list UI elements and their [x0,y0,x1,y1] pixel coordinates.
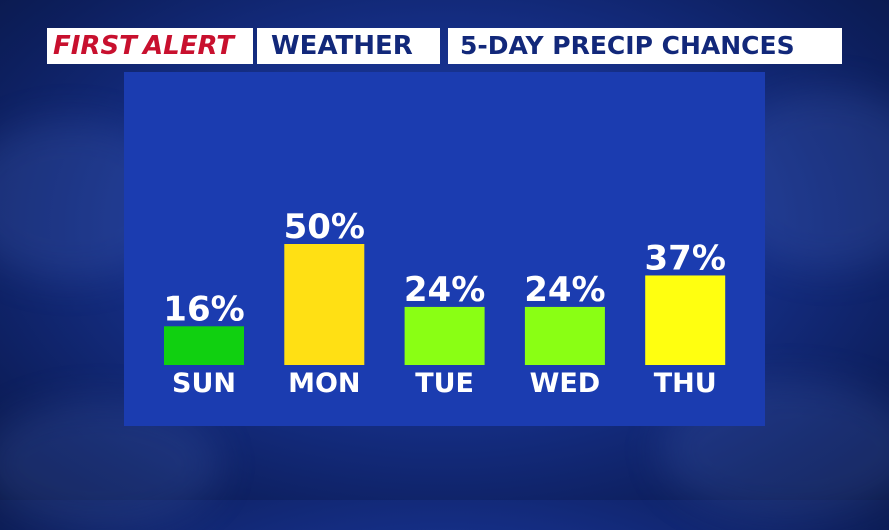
chart-title-box: 5-DAY PRECIP CHANCES [448,28,842,64]
day-label-thu: THU [654,368,717,399]
bar-value-label-mon: 50% [284,207,365,247]
chart-panel [124,72,765,426]
day-label-tue: TUE [415,368,474,399]
day-label-wed: WED [530,368,601,399]
brand-first-text: FIRST [53,31,137,61]
brand-logo: FIRST ALERT [47,28,253,64]
bar-tue [404,306,485,365]
bar-value-label-thu: 37% [645,238,726,278]
bar-wed [524,306,605,365]
bar-thu [645,275,726,365]
weather-label: WEATHER [271,31,413,61]
bar-mon [284,244,365,365]
day-label-sun: SUN [172,368,236,399]
weather-label-box: WEATHER [257,28,440,64]
bar-sun [164,326,244,365]
day-label-mon: MON [288,368,360,399]
precip-bar-chart: 16% SUN 50% MON 24% TUE 24% WED 37% THU [163,207,726,399]
chart-title: 5-DAY PRECIP CHANCES [460,31,795,60]
bar-value-label-sun: 16% [163,289,244,329]
bar-value-label-wed: 24% [524,270,605,310]
brand-alert-text: ALERT [143,31,235,61]
bar-value-label-tue: 24% [404,270,485,310]
